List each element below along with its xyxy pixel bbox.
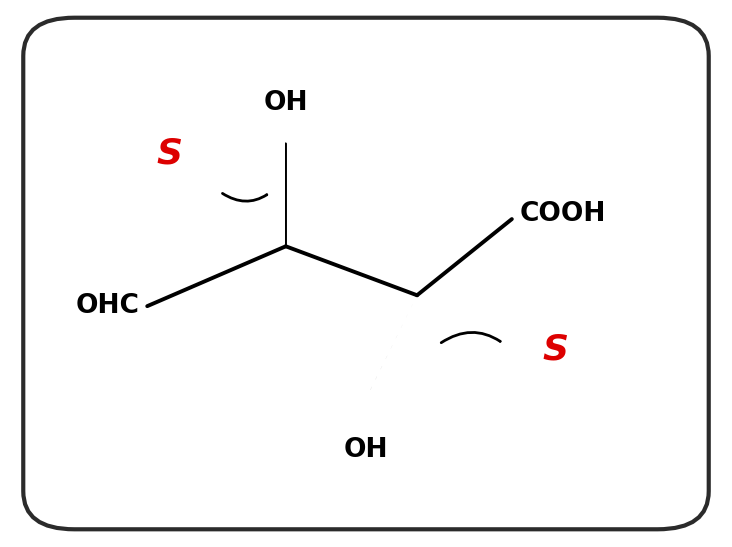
Text: COOH: COOH xyxy=(519,201,605,226)
FancyArrowPatch shape xyxy=(441,333,500,342)
Text: S: S xyxy=(542,333,569,366)
Text: OH: OH xyxy=(264,90,308,115)
FancyBboxPatch shape xyxy=(23,18,709,529)
Text: OHC: OHC xyxy=(76,293,140,319)
Text: S: S xyxy=(156,137,182,171)
FancyArrowPatch shape xyxy=(223,194,266,201)
Text: OH: OH xyxy=(344,437,388,463)
